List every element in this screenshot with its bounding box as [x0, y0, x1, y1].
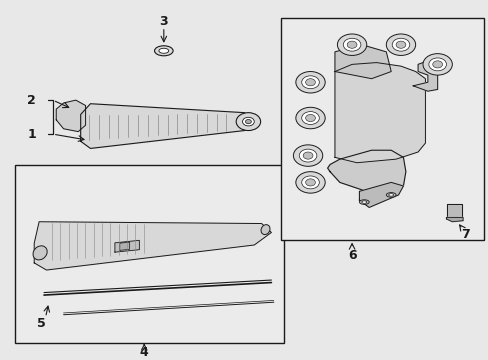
Polygon shape: [56, 100, 85, 132]
Ellipse shape: [33, 246, 47, 260]
Bar: [281, 18, 483, 240]
Polygon shape: [327, 150, 405, 193]
Circle shape: [346, 41, 356, 48]
Circle shape: [236, 113, 260, 131]
Ellipse shape: [388, 194, 393, 196]
Circle shape: [301, 176, 319, 189]
Text: 4: 4: [140, 346, 148, 359]
Circle shape: [395, 41, 405, 48]
Ellipse shape: [261, 225, 269, 235]
Polygon shape: [359, 183, 403, 207]
Polygon shape: [334, 63, 425, 163]
Polygon shape: [446, 217, 462, 222]
Circle shape: [295, 72, 325, 93]
Polygon shape: [115, 240, 139, 252]
Circle shape: [295, 172, 325, 193]
Polygon shape: [412, 61, 437, 91]
Circle shape: [301, 112, 319, 125]
Bar: [15, 165, 283, 343]
Circle shape: [422, 54, 451, 75]
Circle shape: [305, 114, 315, 122]
Polygon shape: [34, 222, 271, 270]
Polygon shape: [120, 242, 129, 250]
Text: 3: 3: [159, 15, 168, 28]
Circle shape: [293, 145, 322, 166]
Ellipse shape: [359, 200, 368, 204]
Circle shape: [391, 38, 409, 51]
Circle shape: [299, 149, 316, 162]
Circle shape: [295, 107, 325, 129]
Text: 6: 6: [347, 249, 356, 262]
Polygon shape: [334, 45, 390, 79]
Ellipse shape: [361, 201, 366, 203]
Circle shape: [386, 34, 415, 55]
Ellipse shape: [386, 193, 395, 197]
Circle shape: [305, 79, 315, 86]
Ellipse shape: [154, 46, 173, 56]
Text: 5: 5: [37, 317, 46, 330]
Text: 7: 7: [460, 228, 469, 241]
Circle shape: [432, 61, 442, 68]
Circle shape: [303, 152, 312, 159]
Circle shape: [242, 117, 254, 126]
Ellipse shape: [159, 48, 168, 53]
Circle shape: [428, 58, 446, 71]
Polygon shape: [81, 104, 254, 148]
Circle shape: [343, 38, 360, 51]
Text: 1: 1: [27, 128, 36, 141]
Text: 2: 2: [27, 94, 36, 107]
Circle shape: [337, 34, 366, 55]
Polygon shape: [447, 204, 461, 218]
Circle shape: [245, 120, 251, 124]
Circle shape: [305, 179, 315, 186]
Circle shape: [301, 76, 319, 89]
